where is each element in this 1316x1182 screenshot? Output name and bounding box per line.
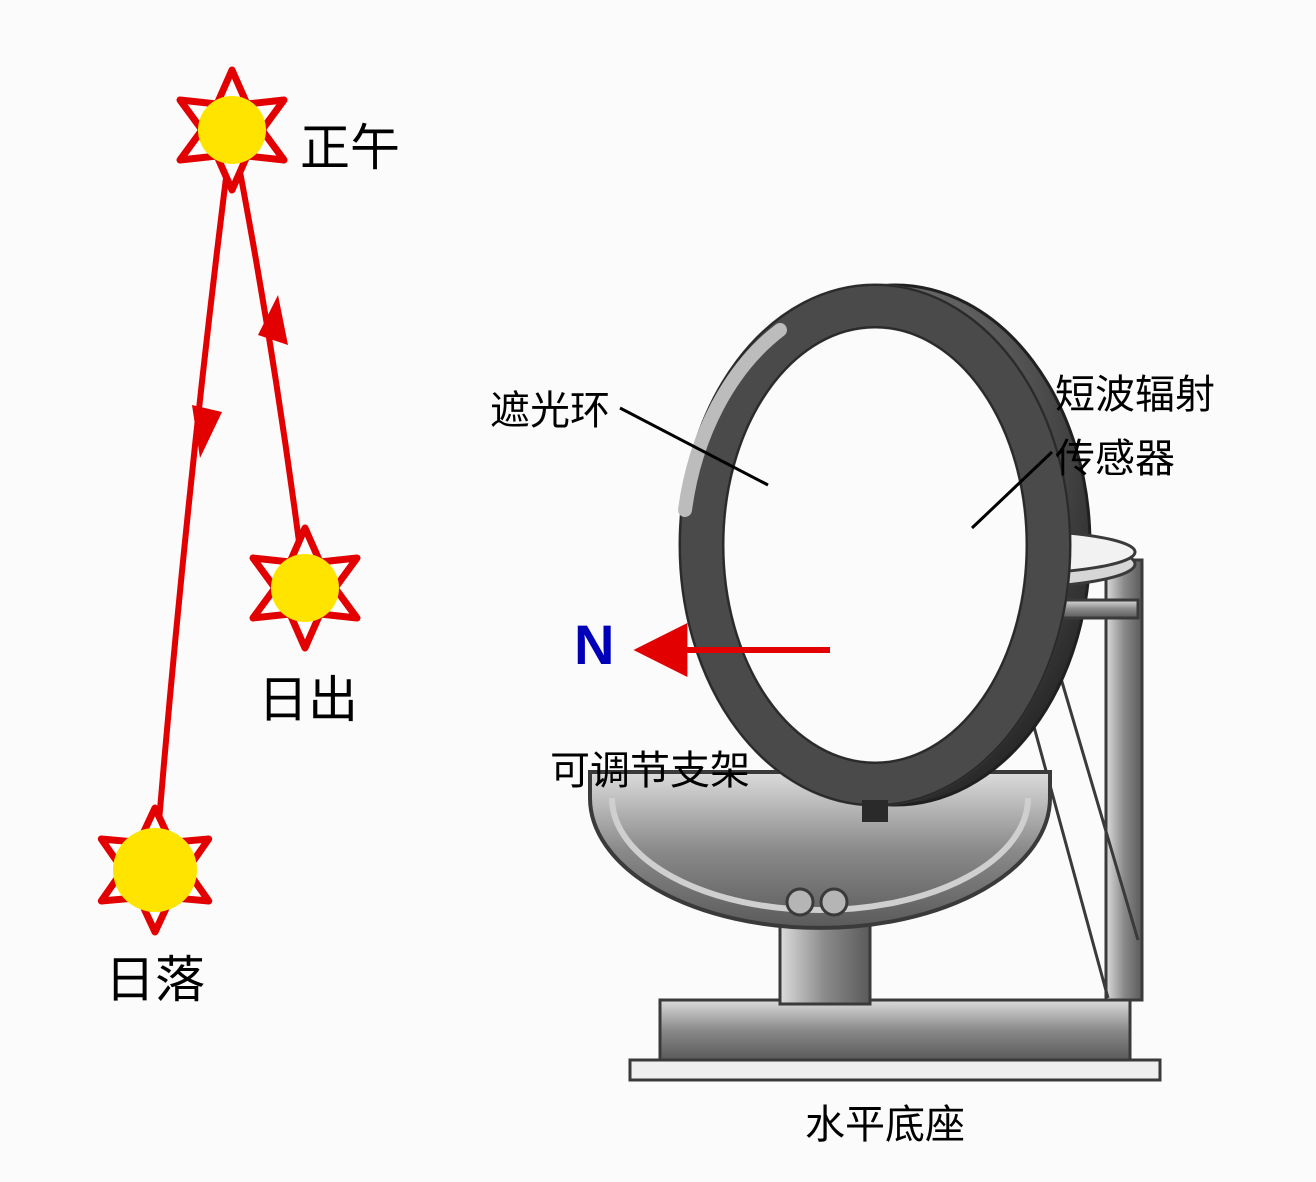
label-sensor-2: 传感器 bbox=[1055, 426, 1175, 484]
sun-path-edges bbox=[155, 130, 305, 870]
sun-sunset bbox=[101, 808, 208, 932]
label-sunrise: 日出 bbox=[258, 660, 358, 732]
label-sunset: 日落 bbox=[105, 940, 205, 1012]
sun-sunrise bbox=[253, 528, 357, 648]
label-sensor-1: 短波辐射 bbox=[1055, 362, 1215, 420]
floor-plate bbox=[630, 1060, 1160, 1080]
shade-ring-front bbox=[680, 285, 1070, 805]
pedestal-column bbox=[780, 918, 870, 1004]
label-noon: 正午 bbox=[300, 108, 400, 180]
label-shade-ring: 遮光环 bbox=[490, 378, 610, 436]
label-base: 水平底座 bbox=[805, 1092, 965, 1150]
pedestal-plate bbox=[660, 1000, 1130, 1060]
sun-noon bbox=[180, 70, 284, 190]
label-adj-bracket: 可调节支架 bbox=[550, 738, 750, 796]
north-label: N bbox=[574, 612, 614, 677]
